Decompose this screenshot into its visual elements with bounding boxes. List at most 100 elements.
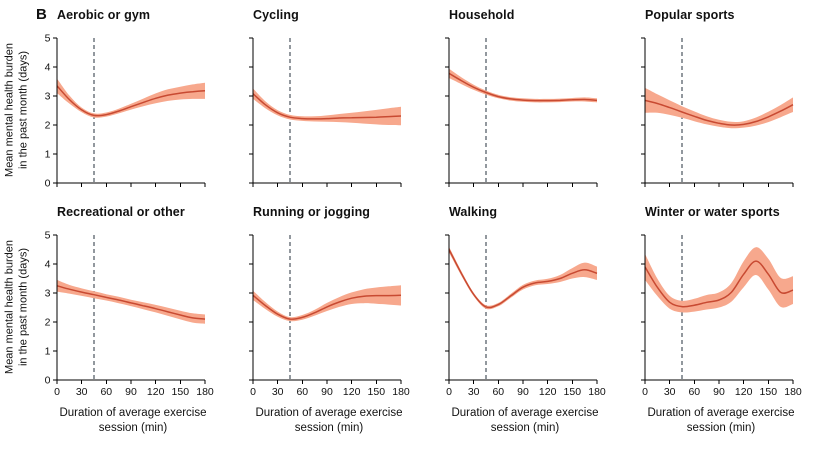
x-tick-label: 150 xyxy=(368,386,386,398)
panel-winter-or-water-sports: Winter or water sports 0 30 60 90 120 150 180 Du… xyxy=(623,205,819,436)
x-axis-title: Duration of average exercise session (min… xyxy=(427,406,623,436)
panel-popular-sports: Popular sports xyxy=(623,8,819,191)
x-tick-label: 120 xyxy=(343,386,361,398)
panel-title: Walking xyxy=(449,205,498,219)
y-tick-label: 2 xyxy=(45,317,51,329)
x-axis-title-line: session (min) xyxy=(294,421,364,434)
x-tick-label: 0 xyxy=(446,386,452,398)
x-tick-label: 90 xyxy=(321,386,333,398)
x-tick-label: 0 xyxy=(250,386,256,398)
trend-line xyxy=(448,249,598,309)
panel-row-2: Mean mental health burden in the past mon… xyxy=(0,205,822,436)
confidence-band xyxy=(449,246,597,310)
x-tick-label: 150 xyxy=(172,386,190,398)
y-tick-label: 4 xyxy=(45,62,51,74)
y-tick-label: 3 xyxy=(45,91,51,103)
panel-walking: Walking 0 30 60 90 120 150 180 Duration of avera… xyxy=(427,205,623,436)
chart: 0 30 60 90 120 150 180 xyxy=(445,234,606,398)
chart xyxy=(641,37,794,187)
panel-title: Popular sports xyxy=(645,8,735,22)
chart: 0 1 2 3 4 5 xyxy=(45,33,206,190)
x-tick-label: 180 xyxy=(196,386,214,398)
trend-line xyxy=(448,72,598,102)
x-tick-label: 30 xyxy=(76,386,88,398)
x-tick-label: 120 xyxy=(147,386,165,398)
confidence-band xyxy=(253,285,401,322)
panel-title: Winter or water sports xyxy=(645,205,780,219)
y-tick-label: 0 xyxy=(45,375,51,387)
trend-line xyxy=(252,294,402,320)
y-tick-label: 5 xyxy=(45,230,51,242)
y-axis-title: Mean mental health burden in the past mon… xyxy=(0,8,35,191)
x-axis-title: Duration of average exercise session (min… xyxy=(623,406,819,436)
figure-label: B xyxy=(36,6,47,23)
panel-household: Household xyxy=(427,8,623,191)
x-tick-label: 90 xyxy=(517,386,529,398)
y-axis-title: Mean mental health burden in the past mon… xyxy=(0,205,35,436)
trend-line xyxy=(56,285,206,320)
panel-cycling: Cycling xyxy=(231,8,427,191)
x-tick-label: 180 xyxy=(392,386,410,398)
x-tick-label: 30 xyxy=(664,386,676,398)
y-tick-label: 2 xyxy=(45,120,51,132)
x-tick-label: 180 xyxy=(784,386,802,398)
x-tick-label: 150 xyxy=(760,386,778,398)
x-axis-title-line: session (min) xyxy=(686,421,756,434)
x-tick-label: 30 xyxy=(468,386,480,398)
confidence-band xyxy=(449,68,597,103)
x-axis-title-line: Duration of average exercise xyxy=(647,407,795,419)
x-tick-label: 60 xyxy=(296,386,308,398)
x-axis-title: Duration of average exercise session (min… xyxy=(231,406,427,436)
x-tick-label: 180 xyxy=(588,386,606,398)
trend-line xyxy=(644,99,794,126)
x-axis-title: Duration of average exercise session (min… xyxy=(35,406,231,436)
x-tick-label: 0 xyxy=(642,386,648,398)
chart: 0 1 2 3 4 5 0 30 60 90 120 150 180 xyxy=(45,230,214,399)
panel-grid: Mean mental health burden in the past mon… xyxy=(0,8,822,436)
confidence-band xyxy=(253,88,401,126)
panel-title: Recreational or other xyxy=(57,205,185,219)
x-tick-label: 60 xyxy=(100,386,112,398)
panel-aerobic-or-gym: Aerobic or gym 0 1 2 3 4 5 xyxy=(35,8,231,191)
x-axis-title-line: Duration of average exercise xyxy=(59,407,207,419)
x-axis-title-line: session (min) xyxy=(98,421,168,434)
y-axis-title-line: Mean mental health burden xyxy=(3,240,16,374)
y-tick-label: 5 xyxy=(45,33,51,45)
panel-title: Household xyxy=(449,8,515,22)
y-tick-label: 0 xyxy=(45,178,51,190)
trend-line xyxy=(644,260,794,308)
panel-recreational-or-other: Recreational or other 0 1 2 3 4 5 0 30 60 90 120 150… xyxy=(35,205,231,436)
x-tick-label: 90 xyxy=(125,386,137,398)
x-tick-label: 150 xyxy=(564,386,582,398)
y-tick-label: 3 xyxy=(45,288,51,300)
x-tick-label: 0 xyxy=(54,386,60,398)
y-tick-label: 1 xyxy=(45,346,51,358)
y-axis-title-line: Mean mental health burden xyxy=(3,43,16,177)
panel-running-or-jogging: Running or jogging 0 30 60 90 120 150 180 Durati… xyxy=(231,205,427,436)
chart xyxy=(445,37,598,187)
x-axis-title-line: session (min) xyxy=(490,421,560,434)
y-axis-title-line: in the past month (days) xyxy=(17,51,29,170)
chart: 0 30 60 90 120 150 180 xyxy=(641,234,802,398)
chart: 0 30 60 90 120 150 180 xyxy=(249,234,410,398)
panel-title: Running or jogging xyxy=(253,205,371,219)
x-tick-label: 120 xyxy=(539,386,557,398)
x-tick-label: 60 xyxy=(492,386,504,398)
confidence-band xyxy=(57,78,205,118)
trend-line xyxy=(252,93,402,120)
x-tick-label: 90 xyxy=(713,386,725,398)
x-tick-label: 120 xyxy=(735,386,753,398)
chart xyxy=(249,37,402,187)
x-tick-label: 60 xyxy=(688,386,700,398)
y-tick-label: 1 xyxy=(45,149,51,161)
y-tick-label: 4 xyxy=(45,259,51,271)
confidence-band xyxy=(57,279,205,324)
x-tick-label: 30 xyxy=(272,386,284,398)
x-axis-title-line: Duration of average exercise xyxy=(451,407,599,419)
confidence-band xyxy=(645,87,793,129)
trend-line xyxy=(56,85,206,117)
confidence-band xyxy=(645,247,793,313)
x-axis-title-line: Duration of average exercise xyxy=(255,407,403,419)
panel-row-1: Mean mental health burden in the past mon… xyxy=(0,8,822,191)
